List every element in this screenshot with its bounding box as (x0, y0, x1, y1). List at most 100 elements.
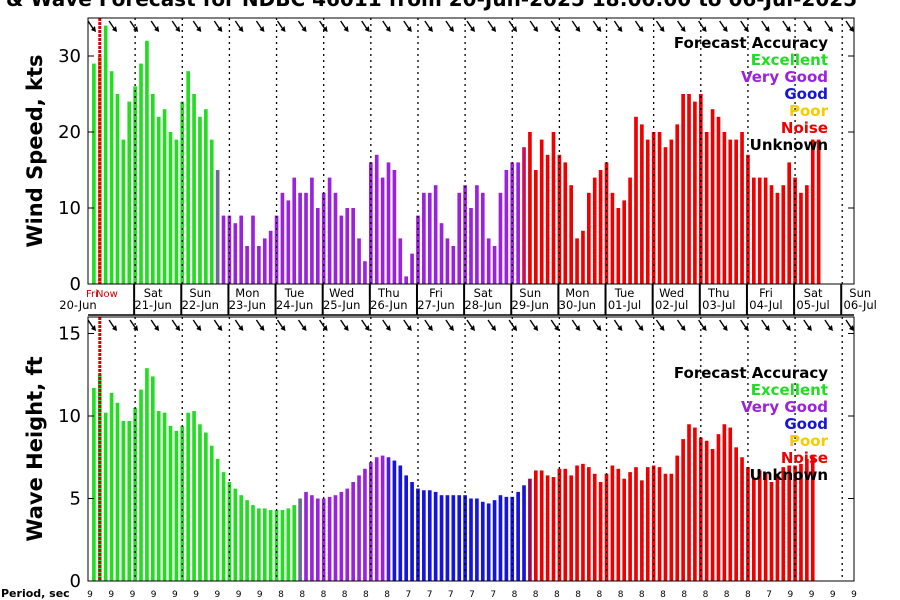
wind-bar (545, 154, 550, 284)
wind-bar (757, 177, 762, 284)
wave-bar (251, 505, 255, 581)
wave-bar (545, 475, 550, 581)
wave-bar (746, 467, 750, 581)
wave-bar (528, 478, 532, 581)
wind-direction-arrowhead (470, 26, 475, 32)
wind-direction-arrowhead (280, 26, 286, 32)
period-value: 8 (384, 590, 390, 600)
wind-bar (245, 246, 249, 284)
wind-bar (186, 71, 190, 284)
wave-bar (563, 468, 568, 581)
wave-y-tick-label: 10 (58, 406, 81, 427)
wind-bar (816, 139, 821, 284)
wave-bar (793, 465, 797, 581)
wave-bar (710, 449, 715, 581)
wave-direction-arrowhead (91, 325, 96, 331)
period-value: 8 (533, 590, 539, 600)
wave-day-separators (98, 317, 843, 581)
wind-bar (304, 192, 308, 284)
wave-bar (663, 473, 668, 581)
wave-direction-arrowhead (238, 325, 244, 331)
wind-bar (569, 185, 573, 284)
wave-bar (150, 376, 155, 581)
wind-bar (528, 132, 532, 284)
wind-bar (345, 208, 350, 284)
wave-bar (628, 472, 632, 581)
wind-direction-arrowhead (680, 26, 686, 32)
day-date-label: 24-Jun (276, 298, 313, 312)
wave-bar (622, 478, 627, 581)
wind-direction-arrowhead (785, 26, 791, 32)
wave-bar (569, 475, 573, 581)
wave-bar (315, 498, 320, 581)
wind-bar (734, 139, 738, 284)
wind-direction-arrowhead (448, 26, 454, 32)
day-weekday-label: Sun (519, 286, 541, 300)
day-weekday-label: Sat (474, 286, 493, 300)
wind-bar (257, 246, 261, 284)
wind-bar (693, 101, 697, 284)
period-value: 9 (130, 590, 136, 600)
legend-entry: Excellent (751, 51, 828, 69)
wind-bar (198, 116, 202, 284)
wind-direction-arrowhead (133, 26, 139, 32)
wind-bar (610, 192, 615, 284)
day-date-label: 29-Jun (512, 298, 549, 312)
day-date-label: 22-Jun (182, 298, 219, 312)
period-value: 9 (236, 590, 242, 600)
wave-bar (675, 455, 680, 581)
wave-bars (92, 368, 815, 581)
wind-direction-arrowhead (154, 26, 160, 32)
wave-bar (239, 495, 244, 581)
wind-bar (339, 215, 344, 284)
day-weekday-label: Fri (759, 286, 773, 300)
period-value: 7 (490, 590, 496, 600)
wind-bar (475, 185, 479, 284)
wave-bar (645, 467, 650, 581)
wave-bar (404, 475, 409, 581)
wind-direction-arrowhead (806, 26, 812, 32)
wind-bar (486, 238, 491, 284)
wave-direction-arrowhead (491, 325, 497, 331)
wind-bar (563, 162, 568, 284)
wind-bar (357, 238, 361, 284)
period-values: 9 9 9 9 9 9 9 9 9 8 8 8 8 8 8 7 7 7 7 7 8 8 8 8 8 8 8 8 8 8 8 8 7 9 9 9 9 (87, 590, 857, 600)
day-date-label: 26-Jun (370, 298, 407, 312)
wave-bar (457, 495, 462, 581)
wave-bar (209, 445, 214, 581)
wind-bar (640, 124, 644, 285)
wave-direction-arrowhead (301, 325, 307, 331)
wave-bar (386, 457, 391, 581)
wave-direction-arrowhead (343, 325, 349, 331)
wind-axes-frame (87, 17, 855, 285)
wind-bar (292, 177, 297, 284)
wind-bar (634, 116, 638, 284)
wind-bar (445, 238, 450, 284)
wind-direction-arrowhead (322, 26, 328, 32)
wind-bar (392, 170, 397, 284)
wave-bar (787, 465, 792, 581)
wave-bar (327, 496, 332, 581)
wind-bar (333, 192, 338, 284)
wind-bar (174, 139, 179, 284)
wind-bar (204, 109, 208, 284)
wave-y-tick-label: 5 (70, 489, 81, 510)
wind-bar (504, 170, 509, 284)
wind-bar (315, 208, 320, 284)
wave-bar (669, 473, 674, 581)
wave-bar (810, 455, 815, 581)
wind-direction-arrowhead (259, 26, 265, 32)
period-value: 8 (745, 590, 751, 600)
period-value: 8 (512, 590, 518, 600)
now-marker-label: Fri (86, 289, 98, 300)
wind-bar (492, 246, 497, 284)
wave-direction-arrowhead (575, 325, 581, 331)
wind-bar (404, 276, 409, 284)
wave-direction-arrowhead (196, 325, 202, 331)
wave-bar (227, 482, 232, 581)
wave-bar (504, 496, 509, 581)
wave-bar (427, 490, 432, 581)
wind-direction-arrowhead (196, 26, 202, 32)
wind-bar (121, 139, 126, 284)
wind-bar (380, 177, 385, 284)
